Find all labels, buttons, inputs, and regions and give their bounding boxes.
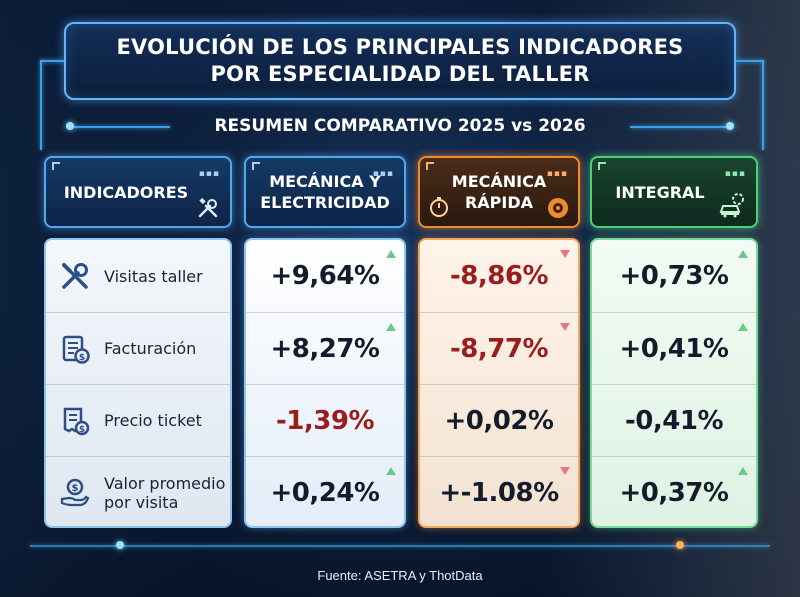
- source-note: Fuente: ASETRA y ThotData: [317, 568, 483, 583]
- header-rapida-line1: MECÁNICA: [451, 172, 547, 191]
- invoice-icon: $: [58, 332, 92, 366]
- integral-value-precio: -0,41%: [625, 405, 724, 436]
- value-cell: +-1.08%: [420, 456, 578, 526]
- rapida-value-precio: +0,02%: [444, 405, 555, 436]
- trend-up-icon: [386, 250, 396, 258]
- mecanica-value-visitas: +9,64%: [270, 261, 381, 291]
- header-rapida-line2: RÁPIDA: [464, 193, 534, 212]
- integral-value-facturacion: +0,41%: [619, 333, 730, 364]
- indicators-column: Visitas taller $ Facturación $ Precio ti…: [44, 238, 232, 528]
- header-dots: ▪▪▪: [198, 169, 220, 179]
- header-corner: [598, 162, 606, 170]
- circuit-line: [70, 126, 170, 128]
- value-cell: +9,64%: [246, 240, 404, 312]
- header-integral: ▪▪▪ INTEGRAL: [590, 156, 758, 228]
- receipt-icon: $: [58, 404, 92, 438]
- title-line-2: POR ESPECIALIDAD DEL TALLER: [210, 62, 590, 86]
- indicator-row: $ Precio ticket: [46, 384, 230, 456]
- value-cell: +0,73%: [592, 240, 756, 312]
- subtitle: RESUMEN COMPARATIVO 2025 vs 2026: [214, 116, 586, 136]
- header-mecanica-line2: ELECTRICIDAD: [260, 193, 390, 212]
- title-line-1: EVOLUCIÓN DE LOS PRINCIPALES INDICADORES: [116, 35, 684, 59]
- value-cell: +0,24%: [246, 456, 404, 526]
- wrench-icon: [58, 259, 92, 293]
- rapida-column: -8,86% -8,77% +0,02% +-1.08%: [418, 238, 580, 528]
- indicator-label-valor-line1: Valor promedio: [104, 473, 226, 493]
- hand-coin-icon: $: [58, 476, 92, 510]
- integral-value-visitas: +0,73%: [619, 261, 730, 291]
- indicator-label-visitas: Visitas taller: [104, 266, 203, 286]
- header-indicadores-label: INDICADORES: [63, 182, 189, 202]
- mecanica-column: +9,64% +8,27% -1,39% +0,24%: [244, 238, 406, 528]
- header-dots: ▪▪▪: [724, 169, 746, 179]
- rapida-value-valor: +-1.08%: [439, 477, 559, 508]
- header-corner: [52, 162, 60, 170]
- value-cell: -1,39%: [246, 384, 404, 456]
- trend-up-icon: [386, 323, 396, 331]
- indicator-label-valor: Valor promedio por visita: [104, 474, 225, 512]
- circuit-node: [116, 541, 124, 549]
- svg-text:$: $: [79, 425, 85, 435]
- trend-up-icon: [386, 467, 396, 475]
- svg-text:$: $: [72, 483, 79, 494]
- header-dots: ▪▪▪: [546, 169, 568, 179]
- indicator-label-facturacion: Facturación: [104, 339, 197, 358]
- mecanica-value-facturacion: +8,27%: [270, 333, 381, 364]
- circuit-line: [762, 60, 764, 150]
- value-cell: -8,86%: [420, 240, 578, 312]
- circuit-node: [676, 541, 684, 549]
- circuit-line: [736, 60, 764, 62]
- trend-down-icon: [560, 323, 570, 331]
- mecanica-value-precio: -1,39%: [276, 405, 375, 436]
- trend-up-icon: [738, 250, 748, 258]
- car-gear-icon: [718, 192, 746, 223]
- indicator-label-precio: Precio ticket: [104, 411, 202, 430]
- tire-icon: [546, 196, 570, 225]
- value-cell: +0,02%: [420, 384, 578, 456]
- circuit-node: [726, 122, 734, 130]
- rapida-value-facturacion: -8,77%: [450, 333, 549, 364]
- header-mecanica-rapida: ▪▪▪ MECÁNICA RÁPIDA: [418, 156, 580, 228]
- trend-down-icon: [560, 250, 570, 258]
- indicator-row: $ Facturación: [46, 312, 230, 384]
- integral-value-valor: +0,37%: [619, 477, 730, 508]
- header-mecanica-electricidad: ▪▪▪ MECÁNICA Y ELECTRICIDAD: [244, 156, 406, 228]
- header-dots: ▪▪▪: [372, 169, 394, 179]
- value-cell: +0,41%: [592, 312, 756, 384]
- value-cell: +0,37%: [592, 456, 756, 526]
- rapida-value-visitas: -8,86%: [450, 261, 549, 291]
- header-mecanica-line1: MECÁNICA Y: [269, 172, 381, 191]
- trend-up-icon: [738, 467, 748, 475]
- circuit-line: [30, 545, 770, 547]
- circuit-line: [630, 126, 730, 128]
- indicator-row: $ Valor promedio por visita: [46, 456, 230, 526]
- circuit-line: [40, 60, 64, 62]
- value-cell: +8,27%: [246, 312, 404, 384]
- header-indicadores: ▪▪▪ INDICADORES: [44, 156, 232, 228]
- header-integral-label: INTEGRAL: [615, 182, 705, 202]
- value-cell: -0,41%: [592, 384, 756, 456]
- title-banner: EVOLUCIÓN DE LOS PRINCIPALES INDICADORES…: [64, 22, 736, 100]
- trend-up-icon: [738, 323, 748, 331]
- tools-icon: [196, 196, 220, 225]
- value-cell: -8,77%: [420, 312, 578, 384]
- integral-column: +0,73% +0,41% -0,41% +0,37%: [590, 238, 758, 528]
- mecanica-value-valor: +0,24%: [270, 477, 381, 508]
- indicator-label-valor-line2: por visita: [104, 492, 179, 512]
- svg-text:$: $: [79, 353, 85, 363]
- header-corner: [252, 162, 260, 170]
- indicator-row: Visitas taller: [46, 240, 230, 312]
- stopwatch-icon: [428, 196, 450, 223]
- circuit-node: [66, 122, 74, 130]
- header-corner: [426, 162, 434, 170]
- trend-down-icon: [560, 467, 570, 475]
- circuit-line: [40, 60, 42, 150]
